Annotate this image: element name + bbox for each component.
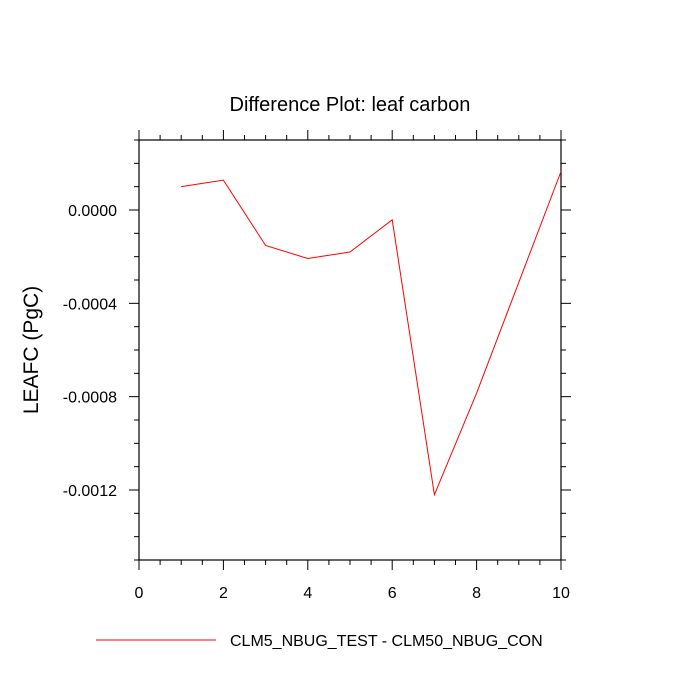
- x-tick-label: 10: [552, 585, 570, 602]
- x-tick-label: 6: [388, 585, 397, 602]
- y-axis-label: LEAFC (PgC): [20, 286, 43, 414]
- x-tick-label: 2: [219, 585, 228, 602]
- legend-label: CLM5_NBUG_TEST - CLM50_NBUG_CON: [230, 633, 543, 650]
- x-tick-label: 4: [303, 585, 312, 602]
- series-line: [181, 171, 562, 497]
- chart-title: Difference Plot: leaf carbon: [230, 94, 471, 116]
- plot-frame: [138, 139, 562, 561]
- x-tick-label: 0: [135, 585, 144, 602]
- legend: CLM5_NBUG_TEST - CLM50_NBUG_CON: [96, 633, 543, 650]
- y-tick-label: -0.0008: [63, 390, 117, 407]
- axes: 0 2 4 6 8 10 0.0000 -0.0004 -0.0008 -0.0012: [63, 130, 571, 602]
- series-layer: [181, 171, 562, 497]
- y-tick-label: -0.0012: [63, 483, 117, 500]
- y-tick-label: -0.0004: [63, 296, 117, 313]
- x-tick-label: 8: [472, 585, 481, 602]
- y-tick-label: 0.0000: [68, 203, 117, 220]
